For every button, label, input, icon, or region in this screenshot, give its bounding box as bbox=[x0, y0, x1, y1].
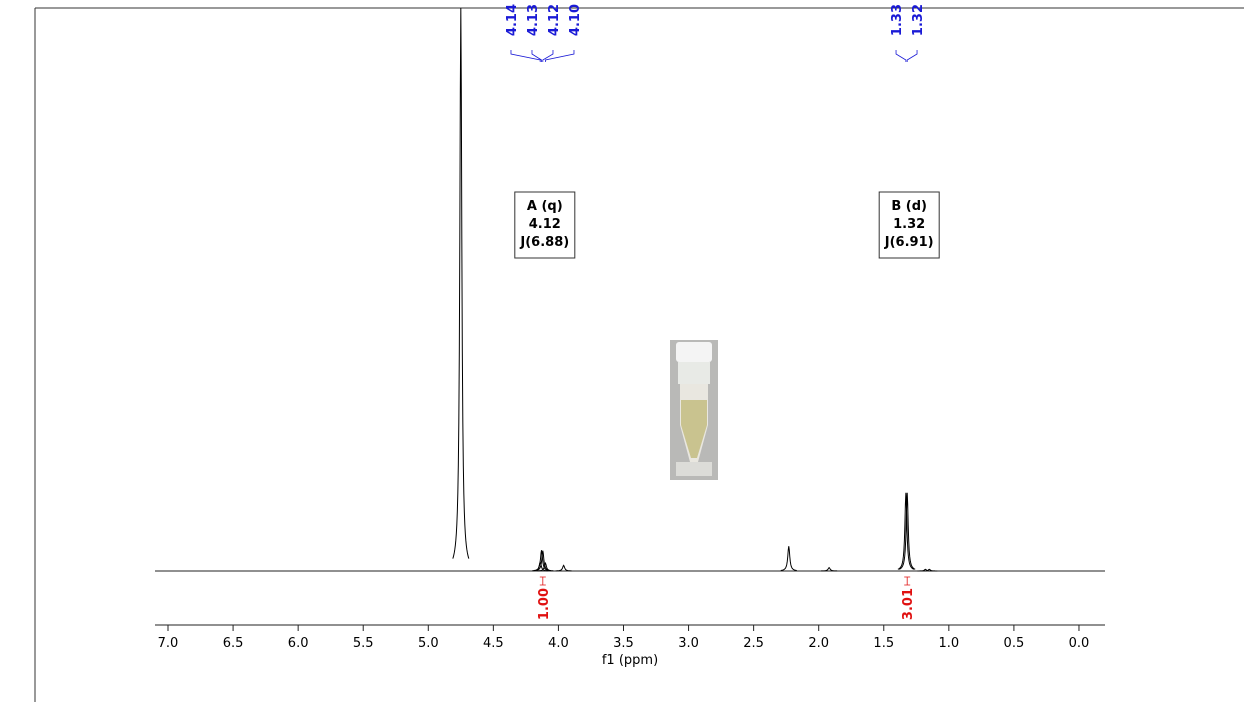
integral-bracket bbox=[904, 576, 911, 586]
x-tick-label: 7.0 bbox=[158, 636, 179, 651]
annotation-text: 4.12 bbox=[529, 217, 561, 232]
x-tick-label: 4.5 bbox=[483, 636, 504, 651]
peak-label: 1.32 bbox=[911, 4, 926, 36]
peak bbox=[821, 566, 838, 572]
peak-label-bracket bbox=[545, 50, 575, 62]
peak bbox=[452, 7, 470, 559]
x-tick-label: 0.0 bbox=[1069, 636, 1090, 651]
annotation-text: J(6.91) bbox=[884, 235, 934, 250]
x-tick-label: 1.0 bbox=[938, 636, 959, 651]
x-tick-label: 2.5 bbox=[743, 636, 764, 651]
annotation-text: B (d) bbox=[891, 199, 927, 214]
x-tick-label: 0.5 bbox=[1004, 636, 1025, 651]
integral-bracket bbox=[539, 576, 546, 586]
peak-label: 4.13 bbox=[526, 4, 541, 36]
integral-label: 1.00 bbox=[537, 588, 552, 620]
annotation-text: A (q) bbox=[527, 199, 563, 214]
x-tick-label: 4.0 bbox=[548, 636, 569, 651]
x-tick-label: 1.5 bbox=[873, 636, 894, 651]
peak bbox=[537, 561, 554, 572]
annotation-box bbox=[514, 191, 576, 259]
peak bbox=[780, 546, 797, 571]
peak-label-bracket bbox=[542, 50, 554, 62]
peak bbox=[555, 564, 572, 572]
x-tick-label: 6.0 bbox=[288, 636, 309, 651]
vial-photo bbox=[670, 340, 718, 480]
x-tick-label: 3.5 bbox=[613, 636, 634, 651]
peak-label: 4.12 bbox=[547, 4, 562, 36]
peak-label: 4.10 bbox=[568, 4, 583, 36]
x-tick-label: 5.5 bbox=[353, 636, 374, 651]
peak bbox=[921, 568, 938, 572]
annotation-text: 1.32 bbox=[893, 217, 925, 232]
x-tick-label: 2.0 bbox=[808, 636, 829, 651]
x-tick-label: 6.5 bbox=[223, 636, 244, 651]
peak bbox=[897, 492, 915, 570]
x-tick-label: 3.0 bbox=[678, 636, 699, 651]
peak-label: 4.14 bbox=[505, 4, 520, 36]
annotation-box bbox=[878, 191, 940, 259]
peak-label: 1.33 bbox=[890, 4, 905, 36]
peak-label-bracket bbox=[906, 50, 918, 62]
peak-label-bracket bbox=[531, 50, 542, 62]
integral-label: 3.01 bbox=[901, 588, 916, 620]
x-tick-label: 5.0 bbox=[418, 636, 439, 651]
peak-label-bracket bbox=[510, 50, 541, 62]
annotation-text: J(6.88) bbox=[519, 235, 569, 250]
peak bbox=[917, 568, 934, 572]
peak bbox=[898, 492, 916, 570]
x-axis-label: f1 (ppm) bbox=[602, 653, 658, 668]
peak-label-bracket bbox=[895, 50, 907, 62]
